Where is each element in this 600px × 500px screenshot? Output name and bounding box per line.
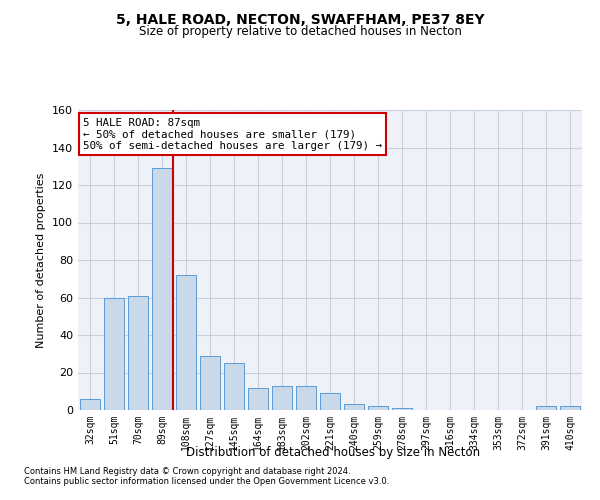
Bar xyxy=(320,393,340,410)
Bar xyxy=(248,388,268,410)
Bar xyxy=(200,356,220,410)
Bar xyxy=(176,275,196,410)
Bar xyxy=(560,406,580,410)
Bar xyxy=(152,168,172,410)
Text: Contains public sector information licensed under the Open Government Licence v3: Contains public sector information licen… xyxy=(24,477,389,486)
Bar xyxy=(128,296,148,410)
Text: Contains HM Land Registry data © Crown copyright and database right 2024.: Contains HM Land Registry data © Crown c… xyxy=(24,467,350,476)
Bar xyxy=(368,406,388,410)
Bar xyxy=(296,386,316,410)
Bar xyxy=(392,408,412,410)
Bar xyxy=(536,406,556,410)
Bar xyxy=(224,363,244,410)
Bar xyxy=(80,399,100,410)
Text: Size of property relative to detached houses in Necton: Size of property relative to detached ho… xyxy=(139,25,461,38)
Text: Distribution of detached houses by size in Necton: Distribution of detached houses by size … xyxy=(186,446,480,459)
Bar xyxy=(272,386,292,410)
Y-axis label: Number of detached properties: Number of detached properties xyxy=(37,172,46,348)
Text: 5, HALE ROAD, NECTON, SWAFFHAM, PE37 8EY: 5, HALE ROAD, NECTON, SWAFFHAM, PE37 8EY xyxy=(116,12,484,26)
Text: 5 HALE ROAD: 87sqm
← 50% of detached houses are smaller (179)
50% of semi-detach: 5 HALE ROAD: 87sqm ← 50% of detached hou… xyxy=(83,118,382,150)
Bar xyxy=(104,298,124,410)
Bar xyxy=(344,404,364,410)
